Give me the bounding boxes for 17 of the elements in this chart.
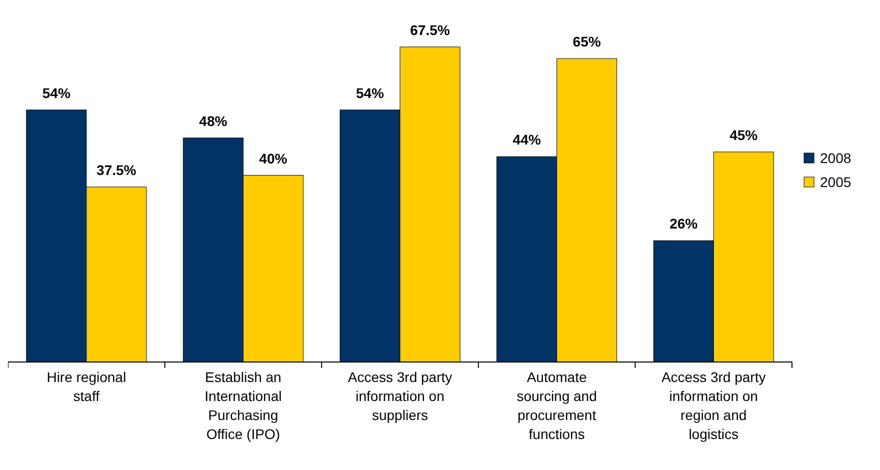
legend-label: 2008	[820, 150, 852, 166]
data-label: 48%	[199, 112, 228, 129]
x-tick-label: Hire regional staff	[46, 369, 126, 404]
data-label: 26%	[670, 216, 698, 232]
data-label: 37.5%	[96, 162, 137, 178]
data-label: 40%	[259, 150, 288, 166]
data-label: 65%	[572, 34, 602, 50]
x-tick-label: Access 3rd party information on suppliers	[348, 369, 452, 423]
data-label: 54%	[356, 84, 385, 101]
data-label: 45%	[730, 126, 758, 143]
x-tick-label: Automate sourcing and procurement functions	[516, 369, 597, 442]
data-label: 54%	[42, 84, 71, 101]
data-label: 44%	[512, 132, 542, 148]
data-label: 67.5%	[410, 22, 450, 38]
x-tick-label: Establish an International Purchasing Office (IPO)	[204, 369, 282, 442]
x-tick-label: Access 3rd party information on region and logistics	[661, 369, 766, 442]
legend-label: 2005	[820, 174, 852, 190]
